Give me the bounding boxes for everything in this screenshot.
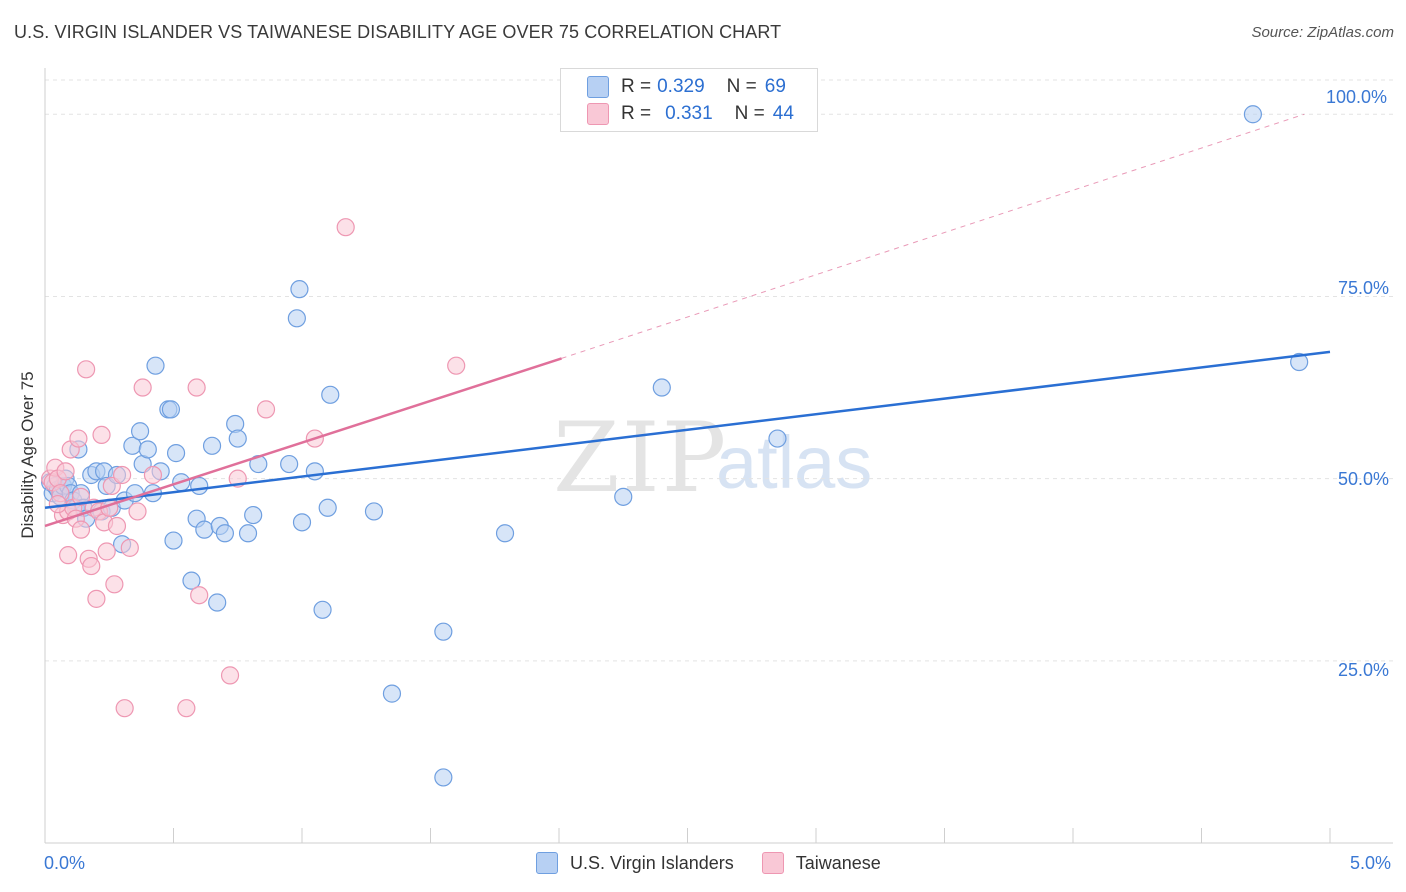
legend-r-value: 0.331: [665, 103, 713, 124]
point-virgin-islanders: [614, 487, 633, 506]
legend-n-label: N =: [734, 103, 765, 124]
point-taiwanese: [87, 589, 106, 608]
point-virgin-islanders: [1243, 105, 1263, 124]
point-taiwanese: [82, 556, 101, 576]
chart-title: U.S. VIRGIN ISLANDER VS TAIWANESE DISABI…: [14, 22, 782, 42]
point-virgin-islanders: [495, 524, 515, 543]
point-virgin-islanders: [166, 444, 186, 463]
trend-line-virgin-islanders: [44, 350, 1331, 510]
legend-swatch-pink: [587, 103, 609, 125]
point-taiwanese: [256, 400, 276, 419]
point-virgin-islanders: [305, 462, 324, 481]
watermark-zip: ZIP: [553, 402, 729, 514]
point-taiwanese: [115, 699, 134, 718]
watermark-atlas: atlas: [716, 421, 873, 504]
point-taiwanese: [107, 516, 127, 536]
point-taiwanese: [190, 586, 209, 605]
point-virgin-islanders: [434, 622, 453, 641]
legend-n-label: N =: [726, 76, 757, 97]
legend-label: Taiwanese: [795, 852, 881, 873]
point-virgin-islanders: [164, 531, 183, 550]
point-virgin-islanders: [768, 429, 787, 448]
point-taiwanese: [77, 360, 96, 379]
y-tick-label-25: 25.0%: [1338, 660, 1390, 680]
point-virgin-islanders: [146, 356, 165, 375]
x-tick-label-min: 0.0%: [44, 853, 86, 873]
point-taiwanese: [92, 425, 111, 445]
legend-r-label: R =: [621, 103, 652, 124]
point-virgin-islanders: [1290, 352, 1309, 372]
y-axis-label: Disability Age Over 75: [18, 371, 37, 539]
y-tick-label-50: 50.0%: [1338, 469, 1390, 489]
point-virgin-islanders: [202, 436, 222, 455]
point-taiwanese: [59, 546, 78, 565]
point-taiwanese: [105, 575, 124, 594]
data-points: [41, 105, 1309, 787]
point-taiwanese: [187, 378, 206, 397]
point-virgin-islanders: [190, 476, 209, 496]
point-virgin-islanders: [195, 520, 214, 539]
legend-swatch-blue: [536, 852, 558, 874]
point-virgin-islanders: [287, 309, 306, 328]
legend-swatch-pink: [761, 852, 784, 874]
point-virgin-islanders: [161, 400, 181, 419]
legend-row-virgin-islanders: R = 0.329 N = 69: [587, 75, 786, 99]
point-virgin-islanders: [382, 684, 402, 703]
point-virgin-islanders: [290, 280, 309, 299]
series-legend: U.S. Virgin Islanders Taiwanese: [536, 852, 909, 874]
point-taiwanese: [177, 699, 196, 718]
point-virgin-islanders: [244, 505, 263, 525]
point-taiwanese: [120, 538, 139, 557]
point-taiwanese: [112, 465, 132, 485]
point-taiwanese: [69, 429, 88, 448]
trend-extension-taiwanese: [561, 113, 1305, 359]
point-taiwanese: [336, 218, 355, 237]
axes: [44, 68, 1393, 844]
point-virgin-islanders: [321, 385, 340, 404]
point-taiwanese: [133, 378, 152, 397]
point-virgin-islanders: [280, 454, 299, 474]
source-credit: Source: ZipAtlas.com: [1251, 24, 1394, 41]
point-taiwanese: [128, 502, 147, 521]
point-taiwanese: [71, 520, 91, 539]
point-virgin-islanders: [238, 524, 258, 543]
point-virgin-islanders: [208, 593, 227, 612]
x-tick-label-max: 5.0%: [1350, 853, 1392, 873]
point-taiwanese: [56, 462, 75, 481]
point-virgin-islanders: [138, 440, 157, 459]
point-taiwanese: [143, 465, 163, 485]
legend-n-value: 69: [764, 76, 786, 97]
point-virgin-islanders: [228, 429, 247, 448]
legend-n-value: 44: [772, 103, 794, 124]
legend-swatch-blue: [587, 76, 609, 98]
point-taiwanese: [71, 487, 91, 506]
gridlines: [45, 79, 1393, 662]
point-virgin-islanders: [652, 378, 671, 397]
y-tick-label-75: 75.0%: [1338, 278, 1390, 298]
point-virgin-islanders: [292, 513, 312, 532]
legend-item-virgin-islanders[interactable]: U.S. Virgin Islanders: [536, 852, 734, 874]
legend-row-taiwanese: R = 0.331 N = 44: [587, 102, 794, 126]
legend-r-label: R =: [621, 76, 652, 97]
trend-line-taiwanese: [44, 357, 562, 528]
y-tick-label-100: 100.0%: [1326, 87, 1388, 107]
point-taiwanese: [220, 666, 240, 685]
legend-label: U.S. Virgin Islanders: [570, 852, 734, 873]
point-taiwanese: [48, 495, 67, 514]
point-virgin-islanders: [130, 422, 150, 441]
point-virgin-islanders: [182, 571, 201, 590]
legend-item-taiwanese[interactable]: Taiwanese: [761, 852, 881, 874]
point-virgin-islanders: [434, 768, 453, 787]
point-virgin-islanders: [364, 502, 384, 521]
point-virgin-islanders: [318, 498, 337, 517]
point-virgin-islanders: [215, 524, 234, 543]
point-taiwanese: [97, 542, 116, 561]
legend-r-value: 0.329: [657, 76, 705, 97]
point-taiwanese: [447, 356, 466, 375]
point-virgin-islanders: [313, 600, 332, 619]
trend-lines: [44, 113, 1331, 528]
correlation-legend: R = 0.329 N = 69 R = 0.331 N = 44: [560, 68, 818, 132]
